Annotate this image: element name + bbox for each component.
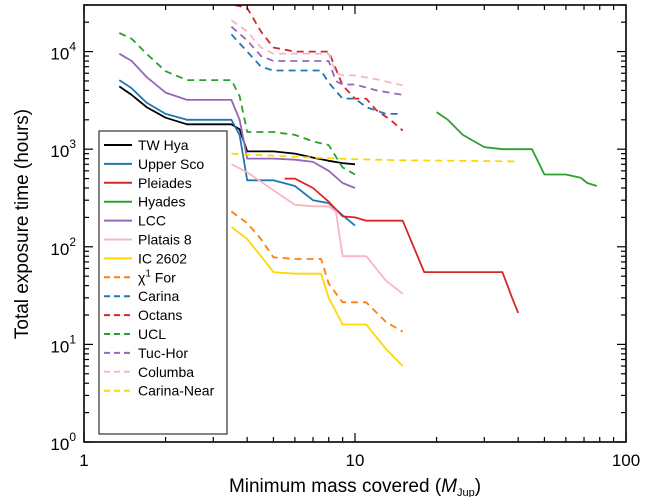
tick-labels-layer: 1 10 100 100 101 102 103 104 [50,40,640,470]
y-axis-title: Total exposure time (hours) [12,109,33,339]
series-layer [118,5,598,367]
legend-label: Upper Sco [138,156,204,172]
legend-label: LCC [138,213,166,229]
series-line-carina-near [231,152,519,163]
ticks-layer [83,4,627,443]
legend-label: Octans [138,307,182,323]
x-axis-title: Minimum mass covered (MJup) [229,476,481,497]
legend-label: Platais 8 [138,232,192,248]
legend-box [98,130,228,435]
legend-label: Hyades [138,194,185,210]
series-line-upper-sco [118,79,356,227]
y-tick-label: 101 [50,332,76,356]
series-line-chi1-for [230,210,404,333]
legend-label: IC 2602 [138,250,187,266]
legend-label: UCL [138,326,166,342]
series-line-pleiades [284,177,520,314]
series-line-tw-hya [118,85,356,166]
legend: TW Hya Upper Sco Pleiades Hyades LCC Platais … [98,130,228,435]
legend-label: Tuc-Hor [138,345,188,361]
legend-label: Carina [138,288,179,304]
legend-label: Carina-Near [138,383,215,399]
series-line-carina [230,33,403,115]
y-tick-label: 104 [50,40,76,64]
series-line-lcc [118,52,356,189]
series-line-columba [230,19,403,87]
series-line-octans [234,5,404,132]
legend-label: TW Hya [138,137,189,153]
legend-label: Columba [138,364,194,380]
series-line-ucl [118,32,356,176]
x-tick-label: 1 [79,451,88,470]
series-line-platais-8 [230,163,404,295]
x-tick-label: 10 [346,451,365,470]
y-tick-label: 102 [50,235,76,259]
x-tick-label: 100 [612,451,640,470]
series-line-tuc-hor [230,26,403,96]
y-tick-label: 103 [50,137,76,161]
y-tick-label: 100 [50,430,76,454]
legend-items: TW Hya Upper Sco Pleiades Hyades LCC Platais … [104,137,215,399]
series-line-ic-2602 [230,226,404,367]
series-line-hyades [436,111,598,187]
legend-label: χ1 For [138,268,176,285]
legend-label: Pleiades [138,175,192,191]
